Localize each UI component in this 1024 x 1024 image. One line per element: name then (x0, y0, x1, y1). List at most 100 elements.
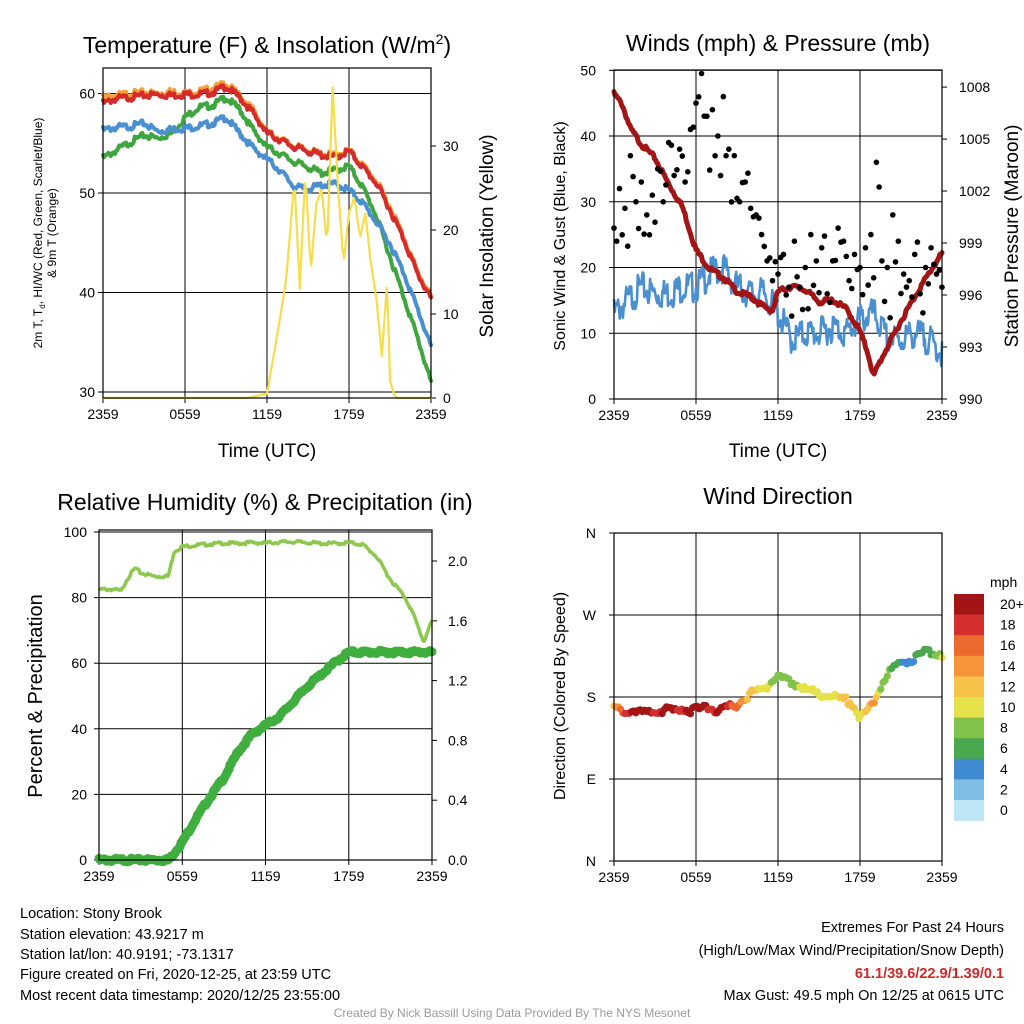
gust-point (816, 289, 822, 296)
x-tick-label: 1159 (763, 407, 793, 423)
y-axis-label-right: Station Pressure (Maroon) (1002, 125, 1023, 348)
chart-title: Winds (mph) & Pressure (mb) (626, 30, 930, 56)
max-gust-text: Max Gust: 49.5 mph On 12/25 at 0615 UTC (723, 988, 1004, 1004)
gust-point (742, 179, 748, 185)
gust-point (900, 271, 907, 277)
colorbar-label: 4 (1000, 761, 1008, 777)
y-tick-label-left: 40 (79, 285, 95, 301)
gust-point (890, 212, 896, 218)
panel-humidity: 2359 0559 1159 1759 23590204060801000.00.40.… (25, 489, 473, 884)
gust-point (802, 264, 809, 271)
gust-point (723, 152, 729, 159)
colorbar-label: 8 (1000, 720, 1008, 736)
gust-point (657, 168, 664, 174)
direction-point (785, 675, 793, 683)
y-axis-label-part: , HI/WC (Red, Green, Scarlet/Blue) (31, 118, 45, 305)
gust-point (879, 258, 885, 264)
y-tick-label-right: 0.4 (448, 792, 468, 808)
y-tick-label-right: 999 (959, 235, 983, 251)
gust-point (706, 167, 713, 173)
gust-point (668, 142, 675, 148)
y-tick-label-right: 30 (443, 138, 459, 154)
gust-point (917, 291, 923, 297)
x-tick-label: 0559 (169, 406, 200, 422)
y-tick-label-right: 1008 (959, 79, 990, 95)
x-tick-label: 1159 (252, 406, 282, 422)
gust-point (698, 70, 705, 77)
gust-point (870, 275, 877, 281)
gust-point (881, 298, 888, 305)
gust-point (685, 169, 691, 175)
gust-point (635, 225, 642, 232)
colorbar-swatch (954, 594, 984, 615)
y-axis-label-left: Direction (Colored By Speed) (552, 592, 569, 800)
x-tick-label: 2359 (415, 406, 446, 422)
series-line-station-pressure (611, 89, 945, 377)
colorbar-swatch (954, 614, 984, 636)
gust-point (712, 153, 718, 159)
gust-point (903, 284, 910, 290)
gust-point (813, 258, 820, 264)
x-tick-label: 1759 (844, 869, 875, 885)
y-tick-label-left: S (587, 689, 596, 705)
gust-point (717, 172, 724, 179)
gust-point (835, 225, 841, 231)
y-tick-label-left: N (586, 525, 596, 541)
y-tick-label-left: W (583, 607, 597, 623)
colorbar-swatch (954, 800, 984, 821)
gust-point (638, 179, 645, 185)
gust-point (843, 253, 850, 260)
plot-border (102, 67, 432, 399)
gust-point (630, 173, 636, 180)
series-line-hi-wc-green- (101, 94, 433, 383)
y-axis-label-sub: d (38, 304, 47, 308)
chart-title: Temperature (F) & Insolation (W/m2) (83, 31, 451, 58)
gust-point (786, 284, 792, 291)
y-tick-label-left: 100 (64, 524, 88, 540)
gust-point (791, 238, 798, 244)
gust-point (690, 124, 697, 130)
panel-winds: 2359 0559 1159 1759 235901020304050990993996… (552, 30, 1023, 462)
x-tick-label: 0559 (167, 868, 198, 884)
gust-point (849, 285, 855, 292)
x-tick-label: 1759 (333, 868, 364, 884)
gust-point (616, 185, 623, 192)
gust-point (775, 271, 781, 277)
gust-point (920, 310, 926, 316)
direction-point (870, 699, 878, 707)
y-tick-label-right: 1.6 (448, 613, 468, 629)
gust-point (728, 199, 735, 205)
y-axis-label-part: 2m T, T (31, 308, 45, 348)
y-axis-label-left: Sonic Wind & Gust (Blue, Black) (552, 121, 569, 350)
series-line-td-blue- (101, 114, 433, 348)
colorbar-label: 18 (1000, 617, 1016, 633)
gust-point (810, 282, 817, 289)
colorbar: mph 20+ 18 16 14 12 10 8 6 4 2 0 (954, 574, 1024, 821)
x-tick-label: 2359 (926, 407, 957, 423)
gust-point (895, 238, 902, 244)
x-axis-label: Time (UTC) (218, 441, 317, 462)
colorbar-swatch (954, 758, 984, 780)
y-axis-label-left-2: & 9m T (Orange) (45, 188, 59, 278)
gust-point (769, 277, 776, 284)
gust-point (794, 274, 800, 280)
direction-point (883, 672, 891, 680)
gust-point (676, 146, 683, 152)
y-tick-label-left: 60 (79, 86, 95, 102)
gust-point (767, 255, 773, 261)
gust-point (660, 199, 666, 205)
gust-point (783, 292, 789, 298)
y-tick-label-left: 40 (580, 128, 596, 144)
y-tick-label-left: 20 (71, 786, 87, 802)
x-tick-label: 0559 (680, 869, 711, 885)
series-line-2m-t-red- (101, 83, 433, 300)
plot-border (613, 69, 943, 400)
x-tick-label: 2359 (598, 407, 629, 423)
x-tick-label: 2359 (416, 868, 447, 884)
x-axis-label: Time (UTC) (729, 441, 828, 462)
direction-point (842, 693, 850, 701)
gust-point (761, 243, 768, 250)
credits-text: Created By Nick Bassill Using Data Provi… (333, 1006, 691, 1020)
x-tick-label: 1159 (763, 869, 793, 885)
gust-point (805, 306, 811, 312)
